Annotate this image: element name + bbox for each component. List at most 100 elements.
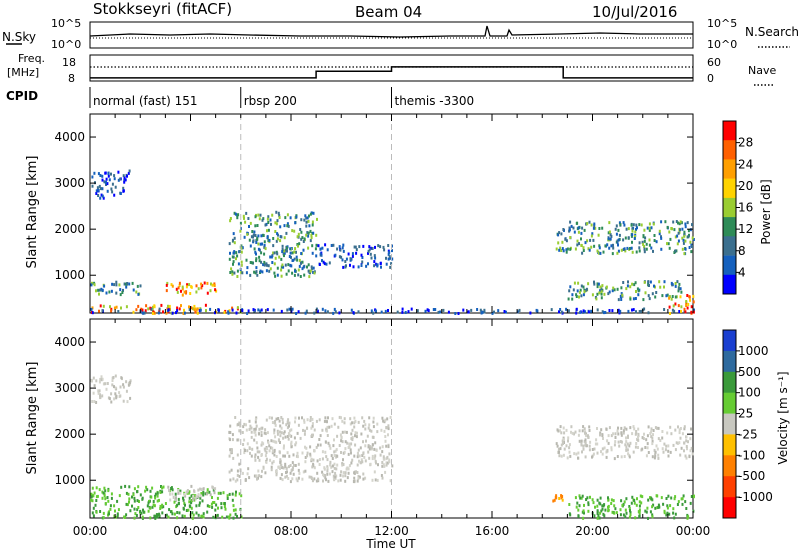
echo-cell bbox=[326, 467, 329, 470]
echo-cell bbox=[276, 232, 279, 236]
echo-cell bbox=[319, 252, 322, 256]
echo-cell bbox=[281, 247, 284, 251]
echo-cell bbox=[597, 514, 600, 518]
echo-cell bbox=[309, 445, 312, 449]
echo-cell bbox=[571, 431, 574, 435]
echo-cell bbox=[688, 246, 691, 249]
echo-cell bbox=[185, 509, 188, 512]
echo-cell bbox=[248, 225, 250, 228]
echo-cell bbox=[655, 444, 658, 448]
echo-cell bbox=[503, 310, 506, 313]
echo-cell bbox=[142, 311, 145, 315]
echo-cell bbox=[217, 308, 220, 312]
echo-cell bbox=[231, 308, 234, 312]
echo-cell bbox=[206, 281, 209, 285]
echo-cell bbox=[625, 445, 628, 449]
echo-cell bbox=[560, 232, 563, 236]
echo-cell bbox=[157, 311, 160, 315]
echo-cell bbox=[260, 475, 263, 479]
echo-cell bbox=[357, 474, 360, 478]
echo-cell bbox=[612, 499, 615, 503]
echo-cell bbox=[623, 247, 626, 251]
echo-cell bbox=[226, 494, 229, 498]
echo-cell bbox=[171, 311, 174, 315]
echo-cell bbox=[104, 171, 107, 175]
echo-cell bbox=[280, 268, 283, 272]
echo-cell bbox=[257, 234, 260, 238]
echo-cell bbox=[290, 445, 293, 449]
echo-cell bbox=[196, 311, 199, 315]
echo-cell bbox=[149, 516, 152, 520]
echo-cell bbox=[295, 215, 298, 219]
echo-cell bbox=[391, 257, 394, 261]
echo-cell bbox=[125, 389, 128, 393]
echo-cell bbox=[577, 514, 580, 518]
echo-cell bbox=[351, 428, 354, 432]
echo-cell bbox=[354, 443, 357, 447]
echo-cell bbox=[670, 432, 673, 436]
echo-cell bbox=[649, 496, 651, 500]
echo-cell bbox=[254, 427, 257, 431]
echo-cell bbox=[626, 284, 629, 288]
echo-cell bbox=[315, 243, 318, 247]
echo-cell bbox=[143, 311, 146, 315]
echo-cell bbox=[381, 450, 384, 454]
echo-cell bbox=[583, 511, 585, 515]
echo-cell bbox=[410, 307, 413, 311]
echo-cell bbox=[274, 256, 277, 260]
echo-cell bbox=[344, 447, 347, 451]
echo-cell bbox=[161, 490, 164, 494]
echo-cell bbox=[371, 454, 374, 458]
echo-cell bbox=[663, 280, 666, 284]
echo-cell bbox=[683, 232, 686, 236]
echo-cell bbox=[231, 270, 234, 274]
echo-cell bbox=[158, 514, 161, 518]
echo-cell bbox=[641, 495, 644, 499]
echo-cell bbox=[178, 307, 181, 311]
echo-cell bbox=[160, 303, 163, 307]
echo-cell bbox=[238, 462, 241, 466]
echo-cell bbox=[250, 235, 253, 239]
echo-cell bbox=[367, 445, 370, 449]
echo-cell bbox=[665, 513, 668, 517]
echo-cell bbox=[106, 182, 109, 186]
echo-cell bbox=[270, 468, 273, 472]
echo-cell bbox=[165, 283, 168, 287]
velocity-ylabel: Slant Range [km] bbox=[25, 362, 40, 475]
echo-cell bbox=[307, 263, 310, 267]
echo-cell bbox=[675, 441, 678, 445]
echo-cell bbox=[269, 218, 272, 222]
echo-cell bbox=[359, 461, 362, 465]
echo-cell bbox=[110, 289, 113, 293]
echo-cell bbox=[596, 516, 599, 520]
colorbar-tick-label: 20 bbox=[738, 179, 753, 193]
echo-cell bbox=[242, 443, 245, 446]
echo-cell bbox=[296, 243, 299, 246]
echo-cell bbox=[92, 494, 95, 498]
echo-cell bbox=[231, 306, 234, 310]
echo-cell bbox=[291, 229, 294, 233]
echo-cell bbox=[599, 289, 602, 293]
echo-cell bbox=[300, 230, 303, 234]
echo-cell bbox=[673, 228, 676, 232]
echo-cell bbox=[102, 382, 105, 386]
echo-cell bbox=[111, 383, 114, 387]
echo-cell bbox=[332, 444, 335, 448]
echo-cell bbox=[109, 504, 112, 508]
echo-cell bbox=[614, 507, 617, 511]
echo-cell bbox=[344, 479, 347, 483]
echo-cell bbox=[118, 391, 121, 395]
echo-cell bbox=[286, 224, 289, 228]
echo-cell bbox=[373, 447, 376, 451]
echo-cell bbox=[213, 282, 216, 286]
echo-cell bbox=[262, 234, 265, 237]
echo-cell bbox=[610, 244, 613, 248]
echo-cell bbox=[593, 222, 596, 226]
echo-cell bbox=[584, 443, 587, 447]
echo-cell bbox=[367, 450, 370, 454]
echo-cell bbox=[635, 250, 638, 254]
echo-cell bbox=[192, 498, 195, 502]
echo-cell bbox=[321, 246, 324, 250]
echo-cell bbox=[658, 280, 661, 284]
echo-cell bbox=[237, 262, 240, 266]
